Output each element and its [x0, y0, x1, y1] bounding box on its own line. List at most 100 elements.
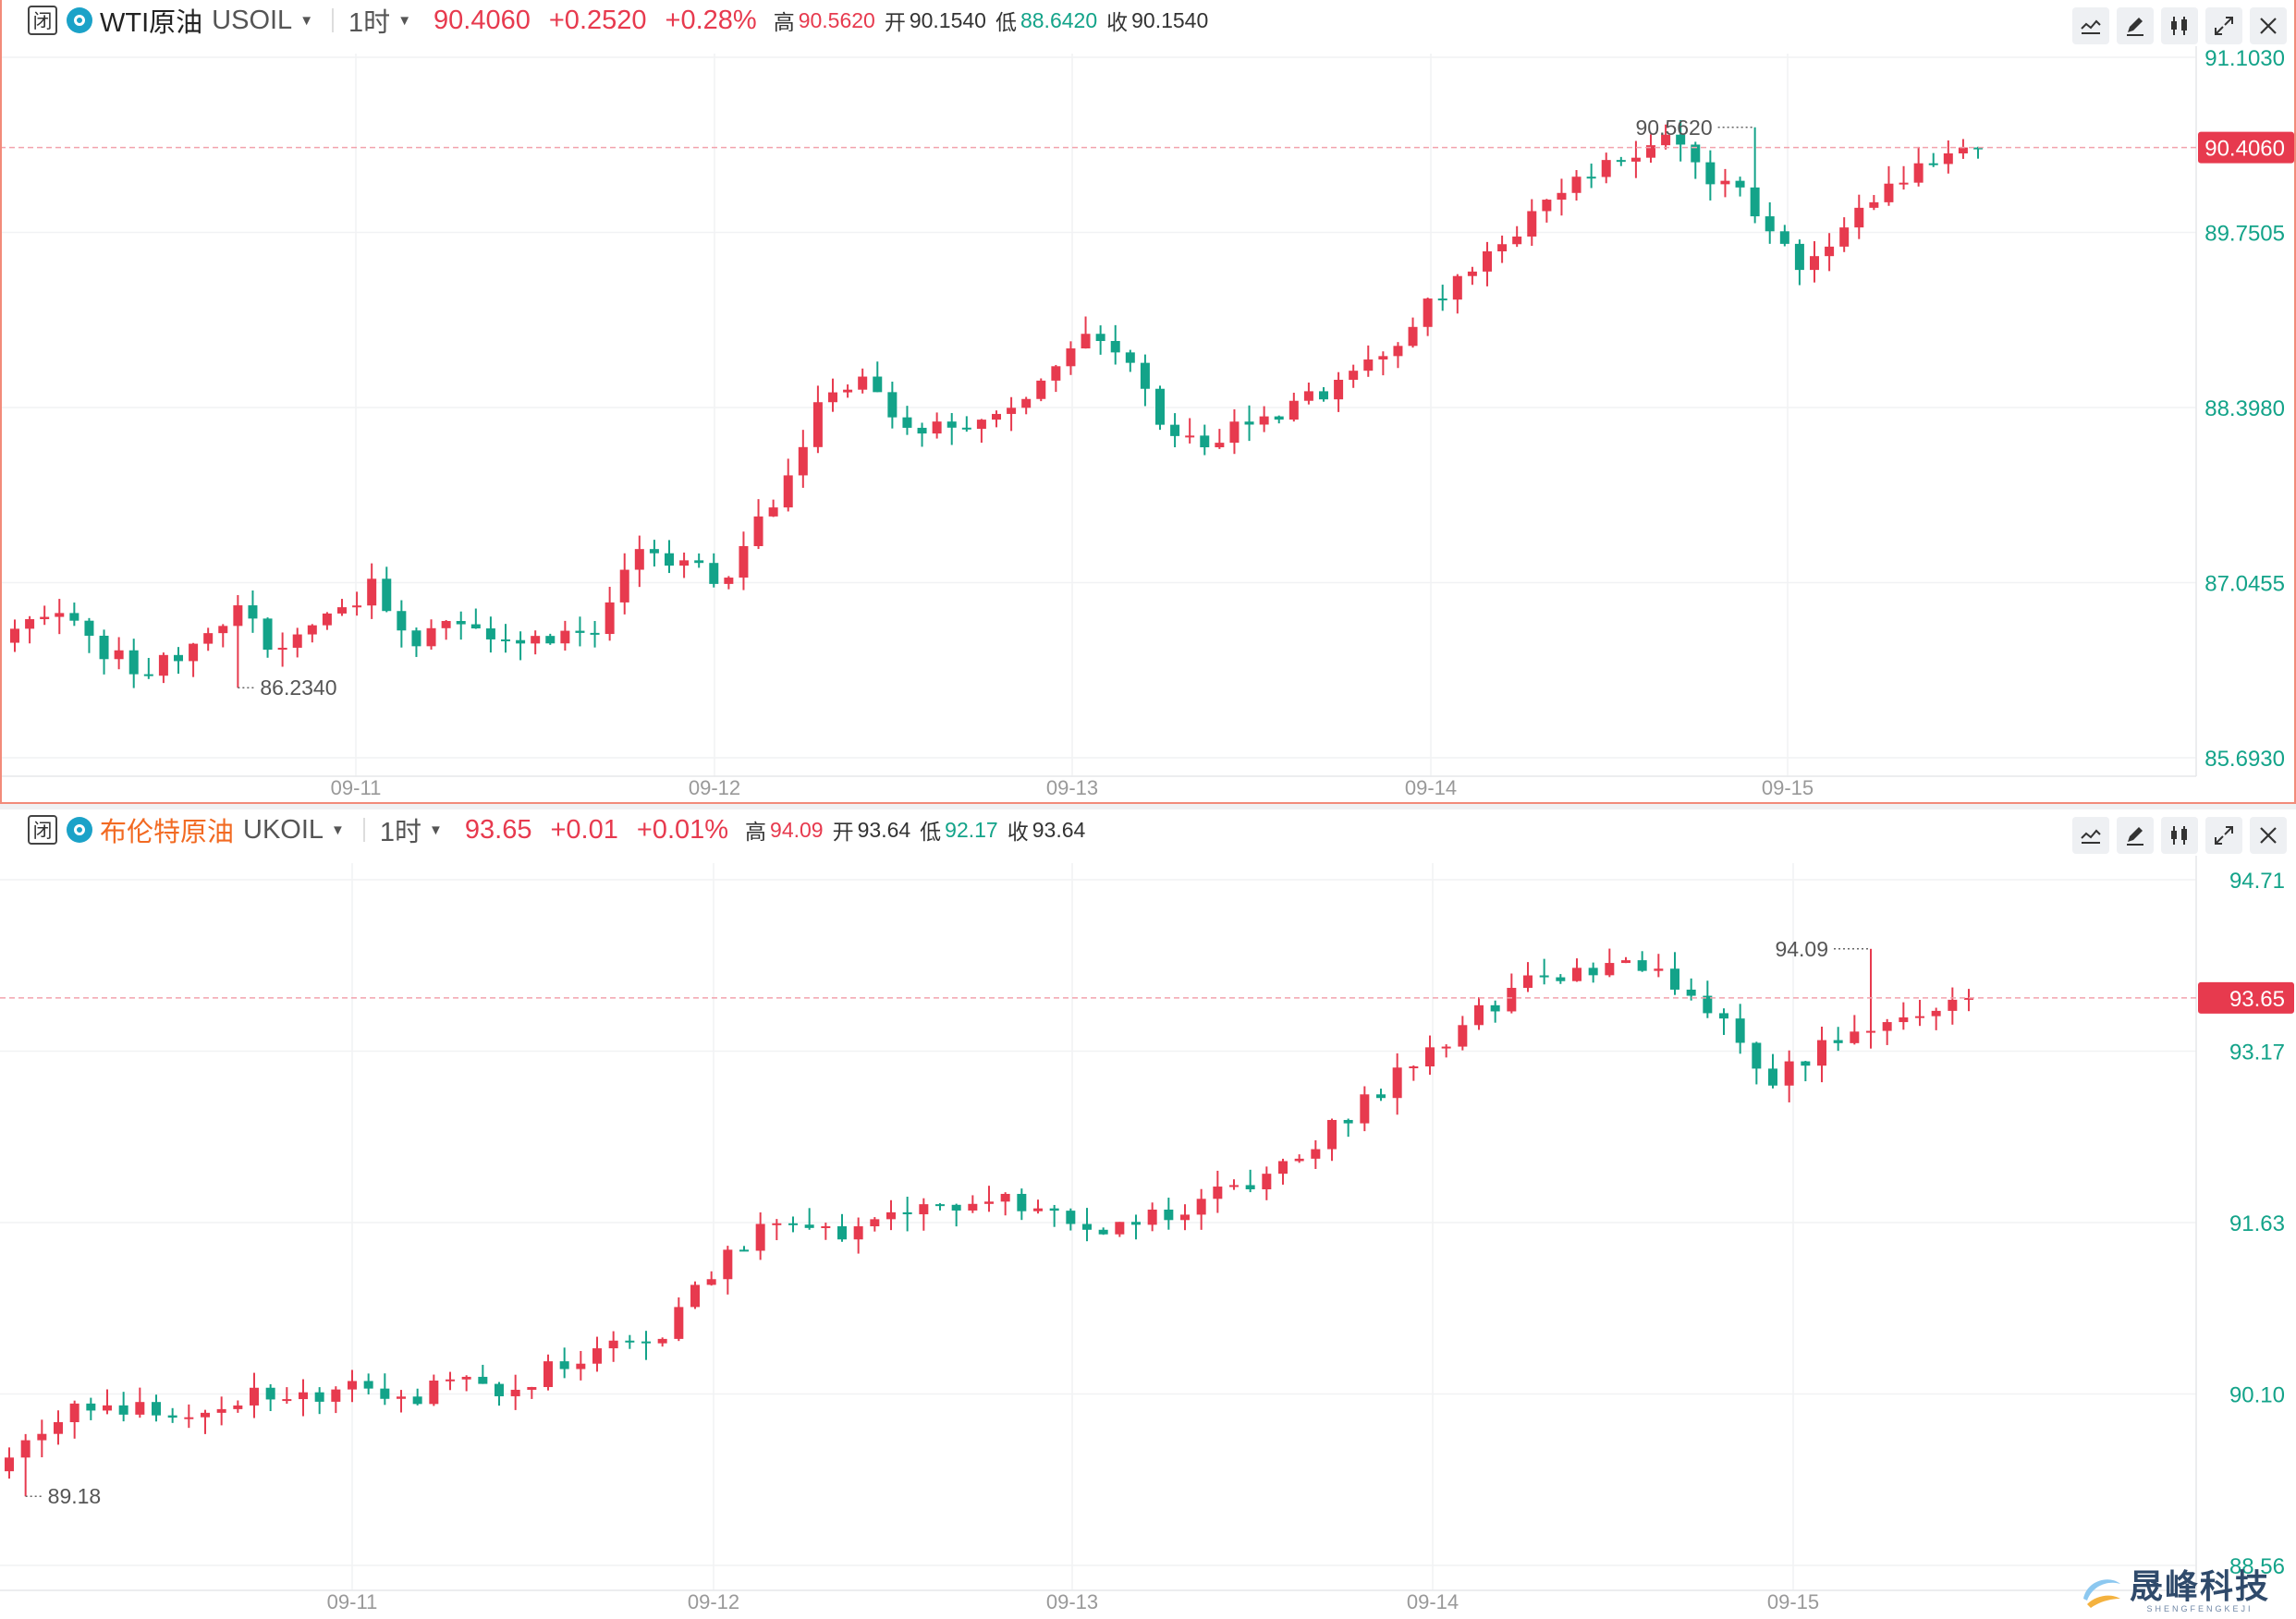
timeframe-selector[interactable]: 1时	[348, 8, 391, 38]
candle-body	[1958, 147, 1968, 153]
candle-body	[516, 639, 526, 644]
candle-body	[248, 605, 258, 619]
close-chart-button[interactable]	[2250, 817, 2287, 854]
candle-body	[1899, 182, 1909, 185]
candle-body	[1164, 1209, 1174, 1221]
candle-body	[1452, 275, 1462, 300]
high-label: 高	[773, 10, 795, 34]
candle-body	[1866, 1030, 1875, 1033]
low-value: 92.17	[945, 817, 998, 842]
draw-button[interactable]	[2117, 7, 2154, 44]
symbol-code[interactable]: USOIL	[212, 5, 293, 35]
candle-body	[641, 1341, 651, 1344]
candle-body	[277, 647, 287, 651]
candle-body	[1033, 1208, 1043, 1211]
symbol-name[interactable]: WTI原油	[100, 8, 203, 38]
candle-body	[363, 1381, 373, 1389]
candle-body	[1180, 1214, 1190, 1221]
candle-body	[263, 618, 273, 651]
last-price: 93.65	[464, 814, 532, 845]
candle-body	[1274, 416, 1284, 420]
candle-body	[1066, 1211, 1076, 1224]
candle-body	[1588, 968, 1598, 976]
indicator-button[interactable]	[2072, 7, 2109, 44]
candle-body	[1646, 145, 1655, 158]
close-chart-button[interactable]	[2250, 7, 2287, 44]
candle-body	[429, 1380, 439, 1405]
candle-body	[946, 421, 957, 428]
current-price-tag: 93.65	[2229, 987, 2285, 1012]
current-price-tag-bg	[2198, 981, 2294, 1014]
candle-body	[1483, 250, 1492, 272]
candle-body	[25, 619, 35, 629]
candle-body	[739, 545, 749, 578]
open-value: 93.64	[857, 817, 911, 842]
candle-body	[984, 1201, 994, 1204]
candle-body	[531, 636, 541, 644]
date-axis-label: 09-11	[331, 776, 382, 799]
candle-body	[1288, 400, 1299, 420]
candle-body	[1049, 1208, 1059, 1211]
candle-body	[233, 605, 243, 627]
usoil-candlestick-chart[interactable]: 91.1030 89.7505 88.3980 87.0455 85.6930 09-11…	[0, 0, 2296, 804]
candle-body	[1784, 1061, 1794, 1086]
candle-body	[1196, 1199, 1206, 1215]
candle-body	[545, 636, 556, 644]
timeframe-dropdown-icon[interactable]: ▼	[397, 12, 412, 29]
symbol-dropdown-icon[interactable]: ▼	[299, 12, 314, 29]
timeframe-selector[interactable]: 1时	[379, 818, 422, 847]
candle-body	[902, 417, 912, 428]
symbol-name[interactable]: 布伦特原油	[100, 818, 235, 847]
market-closed-badge: 闭	[28, 6, 57, 35]
candle-body	[665, 553, 674, 566]
chart-type-icon	[2171, 17, 2187, 35]
candle-body	[788, 1223, 798, 1225]
candle-body	[265, 1387, 275, 1400]
candle-body	[1392, 1067, 1402, 1099]
candle-body	[201, 1412, 210, 1418]
candle-body	[690, 1284, 700, 1308]
candle-body	[976, 420, 986, 430]
current-price-tag-bg	[2198, 131, 2294, 164]
panel-separator[interactable]	[0, 804, 2296, 810]
candle-body	[1964, 997, 1973, 1000]
symbol-code[interactable]: UKOIL	[243, 814, 324, 845]
date-axis-label: 09-14	[1407, 1590, 1459, 1613]
close-icon	[2260, 827, 2277, 844]
draw-button[interactable]	[2117, 817, 2154, 854]
candle-body	[837, 1226, 847, 1240]
candle-body	[1556, 977, 1566, 981]
candle-body	[1616, 160, 1626, 163]
fullscreen-button[interactable]	[2205, 7, 2242, 44]
candle-body	[1423, 298, 1433, 327]
low-value: 88.6420	[1020, 7, 1098, 32]
candle-body	[858, 376, 868, 390]
candle-body	[99, 635, 109, 660]
fullscreen-icon	[2215, 17, 2233, 35]
candle-body	[37, 1433, 47, 1441]
candle-body	[1229, 421, 1240, 444]
candle-body	[69, 1403, 79, 1423]
candle-body	[1676, 134, 1686, 145]
date-axis-label: 09-12	[689, 776, 740, 799]
candle-body	[1376, 1094, 1386, 1099]
fullscreen-button[interactable]	[2205, 817, 2242, 854]
candle-body	[1095, 334, 1105, 342]
candle-body	[1884, 183, 1894, 202]
candle-body	[69, 613, 79, 621]
candle-body	[1869, 201, 1879, 208]
symbol-dropdown-icon[interactable]: ▼	[331, 822, 345, 838]
timeframe-dropdown-icon[interactable]: ▼	[429, 822, 443, 838]
fullscreen-icon	[2215, 826, 2233, 845]
last-price: 90.4060	[434, 5, 531, 35]
close-label: 收	[1007, 820, 1029, 844]
low-label: 低	[920, 820, 942, 844]
ukoil-candlestick-chart[interactable]: 94.71 93.17 91.63 90.10 88.56 09-11 09-12 09-13…	[0, 810, 2296, 1619]
chart-type-button[interactable]	[2161, 7, 2198, 44]
candle-body	[1705, 162, 1716, 185]
watermark-text: 晟峰科技	[2129, 1567, 2270, 1606]
chart-type-button[interactable]	[2161, 817, 2198, 854]
indicator-button[interactable]	[2072, 817, 2109, 854]
candle-body	[189, 643, 199, 662]
candle-body	[1931, 1010, 1941, 1016]
